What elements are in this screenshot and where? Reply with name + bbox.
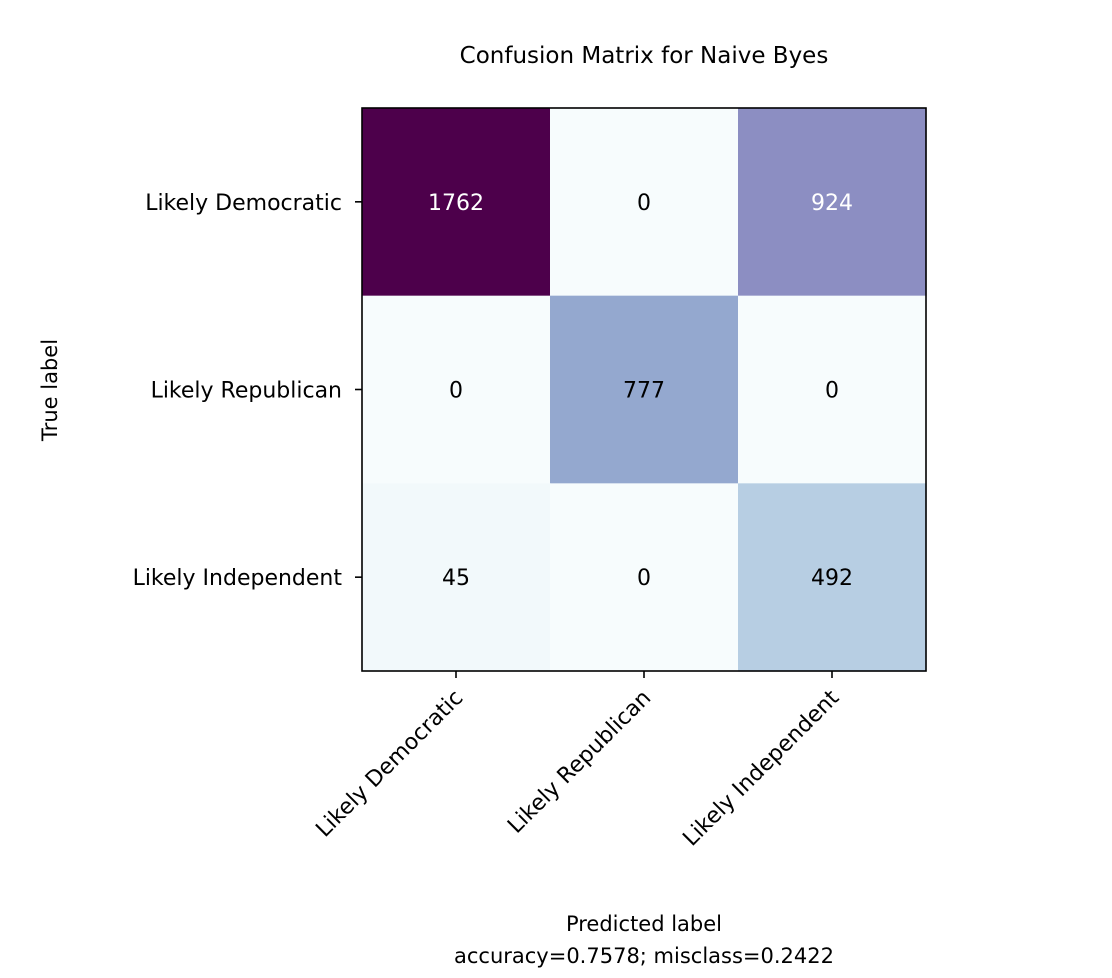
matrix-cell-r0-c2 — [738, 108, 927, 297]
cell-value-r2-c2: 492 — [811, 566, 853, 591]
cell-value-r2-c0: 45 — [442, 566, 470, 591]
matrix-cell-r2-c2 — [738, 483, 927, 672]
cell-value-r1-c0: 0 — [449, 379, 463, 404]
matrix-cell-r1-c1 — [550, 295, 739, 484]
matrix-cell-r0-c1 — [550, 108, 739, 297]
cell-value-r0-c2: 924 — [811, 191, 853, 216]
matrix-cells — [362, 108, 927, 672]
cell-value-r0-c0: 1762 — [428, 191, 484, 216]
chart-title: Confusion Matrix for Naive Byes — [460, 43, 829, 69]
matrix-cell-r1-c2 — [738, 295, 927, 484]
matrix-cell-r0-c0 — [362, 108, 551, 297]
matrix-cell-r2-c1 — [550, 483, 739, 672]
cell-value-r1-c1: 777 — [623, 379, 665, 404]
matrix-cell-r2-c0 — [362, 483, 551, 672]
cell-value-r0-c1: 0 — [637, 191, 651, 216]
metrics-caption: accuracy=0.7578; misclass=0.2422 — [454, 944, 834, 968]
x-axis-label: Predicted label — [566, 912, 722, 936]
y-tick-label: Likely Democratic — [145, 191, 342, 216]
y-axis-ticks: Likely Democratic Likely Republican Likely… — [133, 191, 362, 591]
y-axis-label: True label — [38, 339, 62, 442]
cell-value-r2-c1: 0 — [637, 566, 651, 591]
y-tick-label: Likely Independent — [133, 566, 343, 591]
cell-value-r1-c2: 0 — [825, 379, 839, 404]
y-tick-label: Likely Republican — [151, 379, 342, 404]
matrix-cell-labels: 1762 0 924 0 777 0 45 0 492 — [428, 191, 853, 591]
matrix-cell-r1-c0 — [362, 295, 551, 484]
